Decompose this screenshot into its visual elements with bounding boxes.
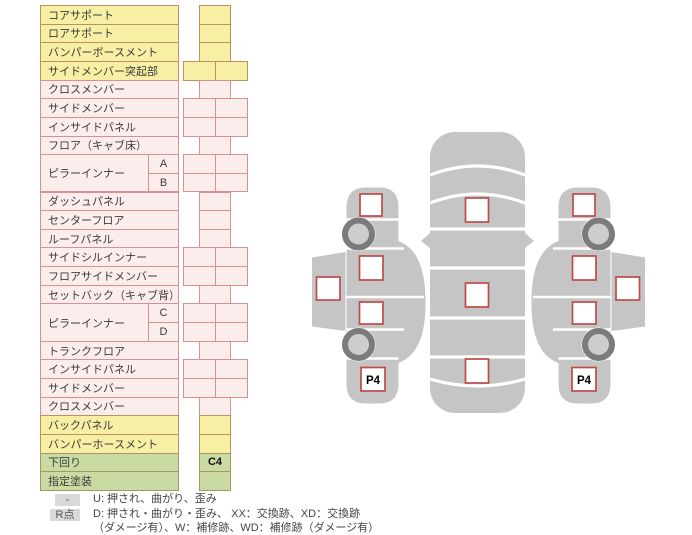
damage-cell[interactable] [199,5,231,25]
legend-line-3: （ダメージ有）、W：補修跡、WD：補修跡（ダメージ有） [93,522,380,534]
part-label: クロスメンバー [40,396,179,417]
pillar-sub-label: D [148,322,179,342]
damage-marker-left-front-fender[interactable] [359,193,383,217]
part-label: インサイドパネル [40,359,179,379]
damage-cell[interactable] [199,284,231,305]
side-mirror-left [421,233,430,248]
pillar-sub-label: B [148,172,179,193]
damage-cell[interactable] [183,60,216,81]
damage-cell[interactable] [215,266,248,286]
damage-marker-left-sill[interactable] [315,276,341,301]
damage-cell[interactable] [215,247,248,268]
part-label: サイドメンバー [40,378,179,398]
damage-cell[interactable] [183,154,216,174]
pillar-sub-label: A [148,154,179,174]
car-top-view [421,132,534,413]
damage-marker-right-front-fender[interactable] [572,193,596,217]
damage-cell-with-code[interactable]: C4 [199,452,231,473]
damage-cell[interactable] [183,247,216,268]
damage-marker-right-rear-fender[interactable] [571,366,597,392]
damage-cell[interactable] [215,116,248,137]
damage-cell[interactable] [199,191,231,212]
part-label: 指定塗装 [40,471,179,491]
damage-cell[interactable] [215,98,248,118]
pillar-sub-label: C [148,303,179,324]
part-label: バンパーボースメント [40,42,179,62]
damage-cell[interactable] [183,266,216,286]
damage-cell[interactable] [183,98,216,118]
damage-cell[interactable] [199,471,231,491]
damage-cell[interactable] [199,79,231,100]
part-label: 下回り [40,452,179,473]
part-label: センターフロア [40,210,179,230]
part-label: ダッシュパネル [40,191,179,212]
vehicle-diagram: P4 [312,132,645,413]
part-label: バックパネル [40,415,179,435]
part-label: インサイドパネル [40,116,179,137]
car-top-body [430,132,525,413]
legend-badge-dash: - [55,494,80,506]
legend-line-1: U: 押され、曲がり、歪み [93,493,217,505]
damage-cell[interactable] [199,210,231,230]
damage-cell[interactable] [215,378,248,398]
part-label: フロアサイドメンバー [40,266,179,286]
damage-cell[interactable] [199,228,231,249]
side-mirror-right [525,233,534,248]
damage-code-left-rear-fender: P4 [366,375,381,387]
damage-code-right-rear-fender: P4 [577,375,592,387]
damage-cell[interactable] [183,322,216,342]
damage-cell[interactable] [199,415,231,435]
damage-cell[interactable] [215,322,248,342]
part-label: ロアサポート [40,23,179,44]
damage-cell[interactable] [183,172,216,193]
part-label: ルーフパネル [40,228,179,249]
car-right-side-view: P4 [531,187,645,404]
damage-marker-left-rear-door[interactable] [358,301,384,325]
part-label: フロア（キャブ床） [40,135,179,156]
part-label: ピラーインナー [40,154,149,193]
damage-table: コアサポート ロアサポート バンパーボースメント サイドメンバー突起部 クロスメンバーサ… [0,0,260,510]
damage-cell[interactable] [199,340,231,361]
wheel-icon [341,327,376,362]
part-label: トランクフロア [40,340,179,361]
part-label: ピラーインナー [40,303,149,342]
damage-cell[interactable] [199,42,231,62]
legend-badge-rten: R点 [50,509,80,521]
damage-cell[interactable] [183,378,216,398]
wheel-icon [581,327,616,362]
damage-marker-roof[interactable] [464,282,490,308]
wheel-icon [341,217,376,251]
damage-cell[interactable] [183,359,216,379]
damage-marker-left-front-door[interactable] [358,255,384,281]
damage-cell[interactable] [183,303,216,324]
damage-marker-left-rear-fender[interactable] [360,366,386,392]
part-label: サイドシルインナー [40,247,179,268]
damage-cell[interactable] [215,172,248,193]
damage-cell[interactable] [199,396,231,417]
damage-cell[interactable] [183,116,216,137]
damage-marker-hood[interactable] [464,197,490,223]
damage-cell[interactable] [199,135,231,156]
panel-divider-lines [429,164,526,388]
damage-cell[interactable] [215,60,248,81]
car-left-side-view: P4 [312,187,426,404]
wheel-icon [581,217,616,251]
part-label: サイドメンバー [40,98,179,118]
part-label: クロスメンバー [40,79,179,100]
damage-cell[interactable] [215,303,248,324]
damage-cell[interactable] [199,433,231,454]
part-label: バンパーホースメント [40,433,179,454]
damage-cell[interactable] [215,154,248,174]
legend-line-2: D: 押され・曲がり・歪み、 XX：交換跡、XD：交換跡 [93,508,361,520]
damage-marker-right-rear-door[interactable] [571,301,597,325]
damage-cell[interactable] [215,359,248,379]
part-label: コアサポート [40,5,179,25]
part-label: セットバック（キャブ背） [40,284,180,305]
part-label: サイドメンバー突起部 [40,60,179,81]
damage-marker-trunk[interactable] [464,358,490,384]
damage-marker-right-sill[interactable] [615,276,641,301]
damage-cell[interactable] [199,23,231,44]
damage-marker-right-front-door[interactable] [571,255,597,281]
